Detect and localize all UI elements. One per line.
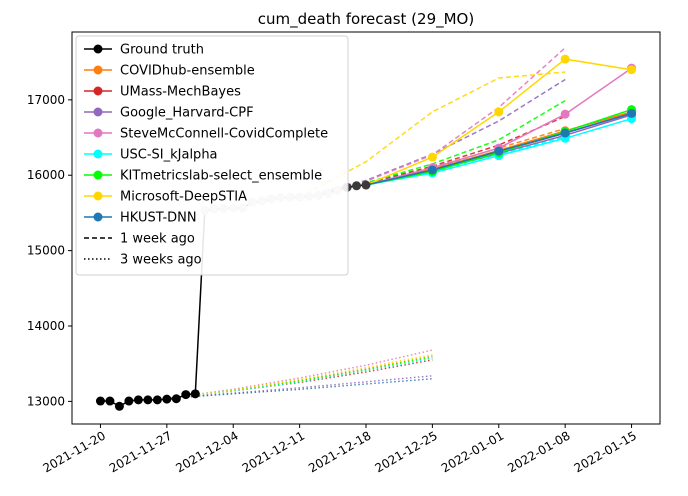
legend-label: UMass-MechBayes <box>120 85 241 100</box>
legend-swatch-marker <box>93 191 103 201</box>
forecast-point-microsoft-deepstia <box>494 107 504 117</box>
legend-entry-usc-si-kjalpha: USC-SI_kJalpha <box>84 148 218 163</box>
legend-swatch-marker <box>93 65 103 75</box>
legend-swatch-marker <box>93 107 103 117</box>
ground-truth-point <box>133 395 143 405</box>
ground-truth-point <box>190 389 200 399</box>
legend-label: COVIDhub-ensemble <box>120 64 255 79</box>
forecast-point-microsoft-deepstia <box>427 152 437 162</box>
legend-entry-microsoft-deepstia: Microsoft-DeepSTIA <box>84 190 247 205</box>
legend-swatch-marker <box>93 149 103 159</box>
legend: Ground truth COVIDhub-ensemble UMass-MechB… <box>75 35 349 276</box>
legend-swatch-marker <box>93 212 103 222</box>
legend-swatch-marker <box>93 128 103 138</box>
legend-entry-umass-mechbayes: UMass-MechBayes <box>84 85 241 100</box>
forecast-3w-line-hkust-dnn <box>166 378 433 400</box>
legend-label: SteveMcConnell-CovidComplete <box>120 127 328 142</box>
ground-truth-point <box>152 395 162 405</box>
legend-swatch-marker <box>93 170 103 180</box>
ground-truth-point <box>171 394 181 404</box>
legend-swatch-marker <box>93 44 103 54</box>
legend-entry-covidhub-ensemble: COVIDhub-ensemble <box>84 64 255 79</box>
legend-entry-google-harvard-cpf: Google_Harvard-CPF <box>84 106 254 121</box>
legend-label: Google_Harvard-CPF <box>120 106 254 121</box>
legend-entry-ground-truth: Ground truth <box>84 43 204 58</box>
legend-label: 1 week ago <box>120 232 195 247</box>
legend-label: HKUST-DNN <box>120 211 197 226</box>
legend-box <box>75 35 349 276</box>
y-tick-label: 17000 <box>27 93 65 107</box>
legend-entry-kitmetricslab-select-ensemble: KITmetricslab-select_ensemble <box>84 169 322 184</box>
legend-entry-hkust-dnn: HKUST-DNN <box>84 211 197 226</box>
forecast-point-microsoft-deepstia <box>560 54 570 64</box>
forecast-point-stevemcconnell-covidcomplete <box>560 109 570 119</box>
legend-label: Ground truth <box>120 43 204 58</box>
forecast-3w-line-microsoft-deepstia <box>166 353 433 400</box>
ground-truth-point <box>114 401 124 411</box>
legend-label: 3 weeks ago <box>120 253 202 268</box>
legend-swatch-marker <box>93 86 103 96</box>
ground-truth-recent-point <box>361 180 371 190</box>
y-tick-label: 13000 <box>27 394 65 408</box>
ground-truth-point <box>105 396 115 406</box>
legend-entry-1-week-ago: 1 week ago <box>84 232 195 247</box>
y-tick-label: 14000 <box>27 319 65 333</box>
legend-label: KITmetricslab-select_ensemble <box>120 169 322 184</box>
forecast-point-hkust-dnn <box>627 108 637 118</box>
y-tick-label: 15000 <box>27 244 65 258</box>
y-axis: 13000 14000 15000 16000 17000 <box>27 93 72 408</box>
ground-truth-point <box>124 396 134 406</box>
ground-truth-point <box>95 396 105 406</box>
chart-title: cum_death forecast (29_MO) <box>258 10 474 29</box>
forecast-point-microsoft-deepstia <box>627 65 637 75</box>
legend-label: Microsoft-DeepSTIA <box>120 190 247 205</box>
y-tick-label: 16000 <box>27 168 65 182</box>
ground-truth-point <box>162 394 172 404</box>
ground-truth-point <box>143 395 153 405</box>
forecast-point-hkust-dnn <box>427 165 437 175</box>
legend-label: USC-SI_kJalpha <box>120 148 218 163</box>
legend-entry-3-weeks-ago: 3 weeks ago <box>84 253 202 268</box>
ground-truth-recent-point <box>352 181 362 191</box>
forecast-point-hkust-dnn <box>494 146 504 156</box>
legend-entry-stevemcconnell-covidcomplete: SteveMcConnell-CovidComplete <box>84 127 328 142</box>
forecast-point-hkust-dnn <box>560 128 570 138</box>
ground-truth-point <box>181 390 191 400</box>
